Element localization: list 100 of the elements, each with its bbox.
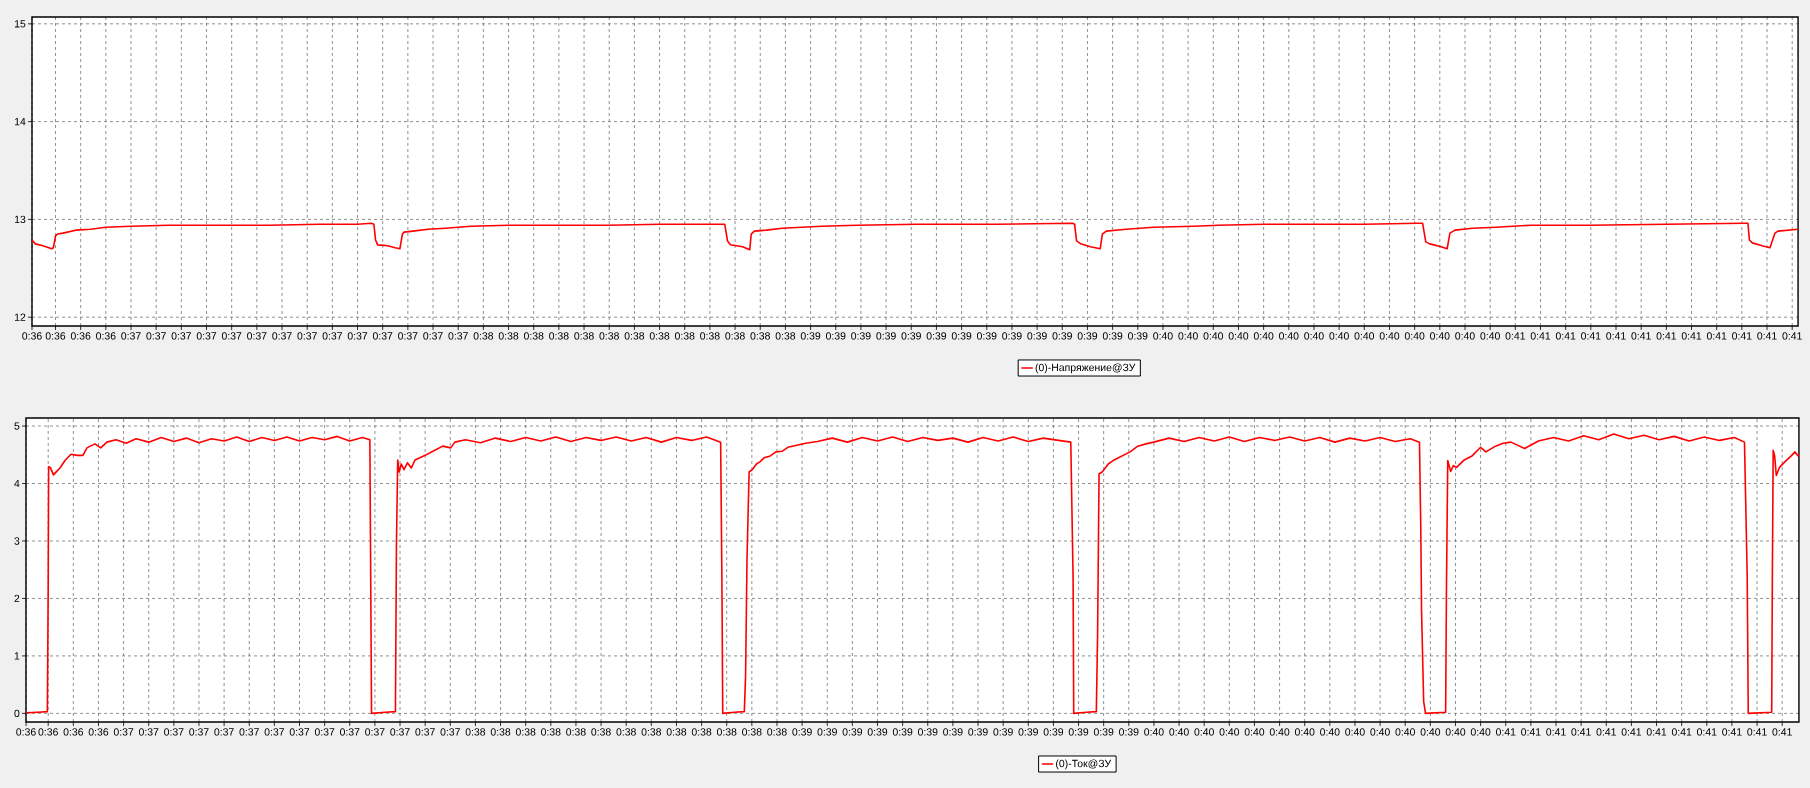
x-tick-label: 0:39 [943, 728, 963, 736]
x-tick-label: 0:38 [523, 332, 544, 340]
x-tick-label: 0:40 [1203, 332, 1224, 340]
x-tick-label: 0:38 [742, 728, 762, 736]
x-tick-label: 0:38 [750, 332, 770, 340]
x-tick-label: 0:40 [1178, 332, 1198, 340]
x-tick-label: 0:40 [1228, 332, 1249, 340]
x-tick-label: 0:37 [113, 728, 134, 736]
x-tick-label: 0:39 [825, 332, 846, 340]
y-tick-label: 3 [14, 537, 20, 545]
x-tick-label: 0:38 [473, 332, 494, 340]
x-tick-label: 0:36 [96, 332, 116, 340]
x-tick-label: 0:38 [725, 332, 745, 340]
x-tick-label: 0:40 [1345, 728, 1365, 736]
x-tick-label: 0:37 [289, 728, 310, 736]
x-tick-label: 0:41 [1706, 332, 1727, 340]
x-tick-label: 0:39 [842, 728, 863, 736]
x-tick-label: 0:41 [1581, 332, 1601, 340]
x-tick-label: 0:38 [566, 728, 586, 736]
x-tick-label: 0:40 [1304, 332, 1324, 340]
x-tick-label: 0:38 [574, 332, 594, 340]
x-tick-label: 0:36 [88, 728, 109, 736]
x-tick-label: 0:37 [146, 332, 166, 340]
x-tick-label: 0:41 [1782, 332, 1802, 340]
x-tick-label: 0:39 [851, 332, 871, 340]
x-tick-label: 0:41 [1530, 332, 1551, 340]
x-tick-label: 0:39 [876, 332, 896, 340]
x-tick-label: 0:39 [867, 728, 888, 736]
x-tick-label: 0:40 [1169, 728, 1189, 736]
legend-label: (0)-Ток@ЗУ [1056, 759, 1112, 770]
x-tick-label: 0:41 [1697, 728, 1717, 736]
x-tick-label: 0:37 [423, 332, 443, 340]
x-tick-label: 0:38 [624, 332, 645, 340]
x-tick-label: 0:39 [917, 728, 938, 736]
x-tick-label: 0:38 [490, 728, 511, 736]
x-tick-label: 0:41 [1555, 332, 1576, 340]
x-tick-label: 0:37 [372, 332, 393, 340]
x-tick-label: 0:41 [1546, 728, 1566, 736]
x-tick-label: 0:37 [164, 728, 184, 736]
x-tick-label: 0:37 [415, 728, 435, 736]
x-tick-label: 0:40 [1470, 728, 1491, 736]
x-tick-label: 0:40 [1279, 332, 1299, 340]
x-tick-label: 0:39 [901, 332, 921, 340]
x-tick-label: 0:39 [1002, 332, 1022, 340]
x-tick-label: 0:37 [398, 332, 418, 340]
x-tick-label: 0:40 [1455, 332, 1475, 340]
y-tick-label: 13 [14, 215, 26, 224]
x-tick-label: 0:36 [16, 728, 36, 736]
y-tick-label: 0 [14, 709, 20, 718]
x-tick-label: 0:39 [1119, 728, 1139, 736]
x-tick-label: 0:39 [892, 728, 913, 736]
x-tick-label: 0:37 [347, 332, 368, 340]
y-tick-label: 12 [14, 313, 26, 321]
x-tick-label: 0:38 [775, 332, 796, 340]
x-tick-label: 0:39 [976, 332, 997, 340]
x-tick-label: 0:39 [926, 332, 947, 340]
x-tick-label: 0:37 [171, 332, 191, 340]
x-tick-label: 0:39 [968, 728, 988, 736]
x-tick-label: 0:39 [993, 728, 1013, 736]
x-tick-label: 0:38 [498, 332, 519, 340]
x-tick-label: 0:36 [22, 332, 42, 340]
x-tick-label: 0:37 [196, 332, 217, 340]
x-tick-label: 0:36 [38, 728, 58, 736]
y-tick-label: 15 [14, 20, 26, 28]
x-tick-label: 0:41 [1596, 728, 1616, 736]
x-tick-label: 0:37 [365, 728, 385, 736]
x-tick-label: 0:37 [138, 728, 159, 736]
x-tick-label: 0:39 [1043, 728, 1064, 736]
x-tick-label: 0:38 [649, 332, 670, 340]
x-tick-label: 0:39 [951, 332, 972, 340]
x-tick-label: 0:40 [1379, 332, 1400, 340]
x-tick-label: 0:37 [121, 332, 141, 340]
x-tick-label: 0:41 [1495, 728, 1516, 736]
x-tick-label: 0:39 [1128, 332, 1148, 340]
x-tick-label: 0:40 [1244, 728, 1265, 736]
x-tick-label: 0:36 [70, 332, 91, 340]
x-tick-label: 0:40 [1404, 332, 1425, 340]
x-tick-label: 0:38 [641, 728, 662, 736]
x-tick-label: 0:41 [1671, 728, 1692, 736]
x-tick-label: 0:37 [339, 728, 360, 736]
x-tick-label: 0:38 [541, 728, 561, 736]
x-tick-label: 0:41 [1606, 332, 1626, 340]
x-tick-label: 0:40 [1395, 728, 1415, 736]
x-tick-label: 0:40 [1420, 728, 1441, 736]
x-tick-label: 0:37 [322, 332, 342, 340]
x-tick-label: 0:39 [1102, 332, 1123, 340]
x-tick-label: 0:41 [1681, 332, 1702, 340]
x-tick-label: 0:41 [1505, 332, 1525, 340]
x-tick-label: 0:39 [1093, 728, 1114, 736]
x-tick-label: 0:38 [599, 332, 619, 340]
x-tick-label: 0:41 [1747, 728, 1767, 736]
x-tick-label: 0:36 [63, 728, 84, 736]
x-tick-label: 0:41 [1621, 728, 1642, 736]
x-tick-label: 0:40 [1370, 728, 1390, 736]
x-tick-label: 0:38 [767, 728, 787, 736]
x-tick-label: 0:40 [1253, 332, 1274, 340]
x-tick-label: 0:39 [1018, 728, 1038, 736]
x-tick-label: 0:36 [45, 332, 66, 340]
x-tick-label: 0:38 [716, 728, 737, 736]
x-tick-label: 0:40 [1194, 728, 1214, 736]
